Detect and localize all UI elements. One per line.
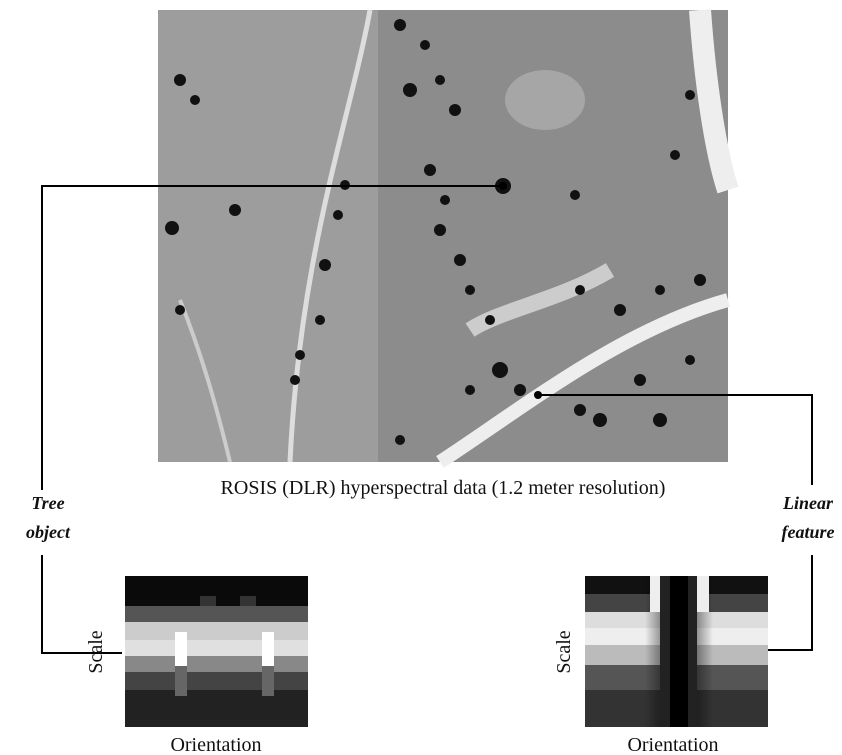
y-axis-label: Scale [553,630,575,673]
aerial-image [158,9,739,468]
left-label-line: Tree [31,493,64,513]
right-feature-grid [585,576,768,727]
connector [41,555,122,654]
connector [538,394,813,485]
y-axis-label: Scale [85,630,107,673]
left-feature-grid [125,576,308,727]
connector [768,555,813,651]
right-label-line: feature [782,522,835,542]
connector [41,185,503,490]
x-axis-label: Orientation [627,734,718,755]
image-caption: ROSIS (DLR) hyperspectral data (1.2 mete… [221,477,666,499]
x-axis-label: Orientation [170,734,261,755]
connector-dot [534,391,542,399]
left-label-line: object [26,522,71,542]
right-label-line: Linear [782,493,834,513]
connector-dot [499,182,507,190]
